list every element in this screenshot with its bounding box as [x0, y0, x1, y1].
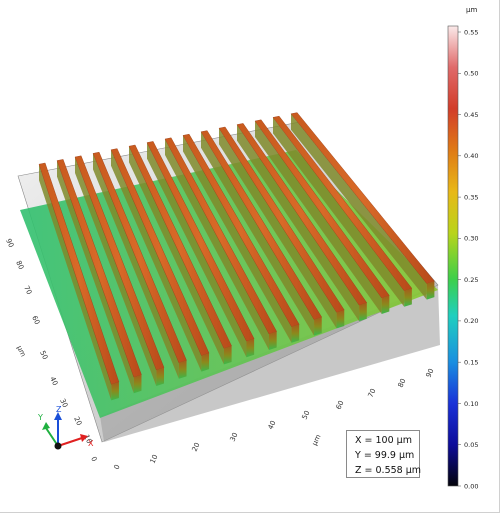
front-wall: [100, 285, 440, 442]
axis-triad: Z Y X: [37, 405, 94, 450]
x-unit-label: µm: [311, 433, 323, 447]
y-tick-label: 40: [48, 375, 59, 386]
y-tick-label: 60: [30, 314, 41, 325]
readout-y: Y = 99.9 µm: [355, 450, 415, 461]
ridge-front-face: [404, 288, 412, 307]
ridge-side-face: [255, 121, 382, 314]
colorbar-tick-label: 0.50: [464, 70, 478, 78]
ridge-side-face: [75, 157, 157, 386]
triad-z-label: Z: [56, 405, 62, 414]
ridge-side-face: [219, 128, 337, 329]
ridge-front-face: [246, 338, 255, 358]
ridges: [38, 112, 435, 401]
ridge-front-face: [269, 331, 277, 350]
y-tick-label: 70: [22, 284, 33, 295]
colorbar: 0.55 0.50 0.45 0.40 0.35 0.30 0.25 0.20 0.15 0.10…: [447, 25, 478, 490]
colorbar-tick-label: 0.35: [464, 193, 478, 201]
ridge-front-face: [359, 302, 367, 322]
ridge-front-face: [178, 360, 187, 379]
colorbar-tick-label: 0.45: [464, 111, 478, 119]
y-tick-label: 90: [4, 237, 15, 248]
x-tick-label: 60: [335, 399, 346, 410]
ridge-side-face: [165, 139, 269, 350]
ridge-side-face: [237, 124, 360, 322]
ridge-front-face: [314, 317, 322, 336]
colorbar-tick-label: 0.00: [464, 482, 478, 490]
colorbar-unit: µm: [466, 6, 478, 14]
x-tick-label: 10: [149, 453, 160, 464]
x-tick-label: 20: [191, 441, 202, 452]
ridge-front-face: [111, 381, 119, 401]
ridge-front-face: [133, 374, 142, 394]
colorbar-tick-label: 0.55: [464, 28, 478, 36]
colorbar-tick-label: 0.05: [464, 441, 478, 449]
y-tick-label: 20: [72, 415, 83, 426]
ridge-front-face: [223, 345, 232, 365]
ridge-front-face: [156, 367, 164, 386]
colorbar-tick-label: 0.15: [464, 358, 478, 366]
y-tick-label: 50: [38, 349, 49, 360]
ridge-side-face: [111, 149, 202, 372]
x-tick-label: 70: [367, 387, 378, 398]
ridge-side-face: [183, 135, 292, 343]
ridge-front-face: [291, 324, 300, 343]
ridge-side-face: [57, 160, 134, 394]
colorbar-tick-label: 0.40: [464, 152, 478, 160]
x-tick-label: 80: [397, 377, 408, 388]
x-tick-label: 0: [113, 463, 122, 470]
ridge-side-face: [147, 142, 247, 358]
coordinate-readout: X = 100 µm Y = 99.9 µm Z = 0.558 µm: [346, 430, 422, 478]
y-unit-label: µm: [15, 344, 27, 358]
ridge-front-face: [426, 281, 435, 300]
ridge-side-face: [129, 146, 224, 365]
ridge-side-face: [39, 164, 112, 401]
ridge-front-face: [201, 353, 210, 372]
x-tick-label: 40: [267, 419, 278, 430]
ridge-side-face: [93, 153, 179, 379]
y-tick-label: 0: [89, 455, 98, 462]
x-tick-label: 90: [425, 367, 436, 378]
y-tick-label: 80: [14, 259, 25, 270]
ridge-side-face: [201, 131, 315, 336]
colorbar-tick-label: 0.30: [464, 235, 478, 243]
triad-y-label: Y: [37, 413, 43, 422]
colorbar-tick-label: 0.25: [464, 276, 478, 284]
ridge-front-face: [381, 295, 390, 314]
triad-x-label: X: [88, 439, 94, 448]
readout-z: Z = 0.558 µm: [355, 465, 422, 476]
x-tick-label: 50: [301, 409, 312, 420]
readout-x: X = 100 µm: [355, 435, 412, 446]
y-tick-label: 30: [58, 397, 69, 408]
ridge-side-face: [291, 113, 427, 300]
ridge-side-face: [273, 117, 405, 307]
ridge-front-face: [336, 309, 345, 329]
x-tick-label: 30: [229, 431, 240, 442]
y-tick-label: 10: [82, 433, 93, 444]
colorbar-tick-label: 0.10: [464, 400, 478, 408]
colorbar-tick-label: 0.20: [464, 317, 478, 325]
